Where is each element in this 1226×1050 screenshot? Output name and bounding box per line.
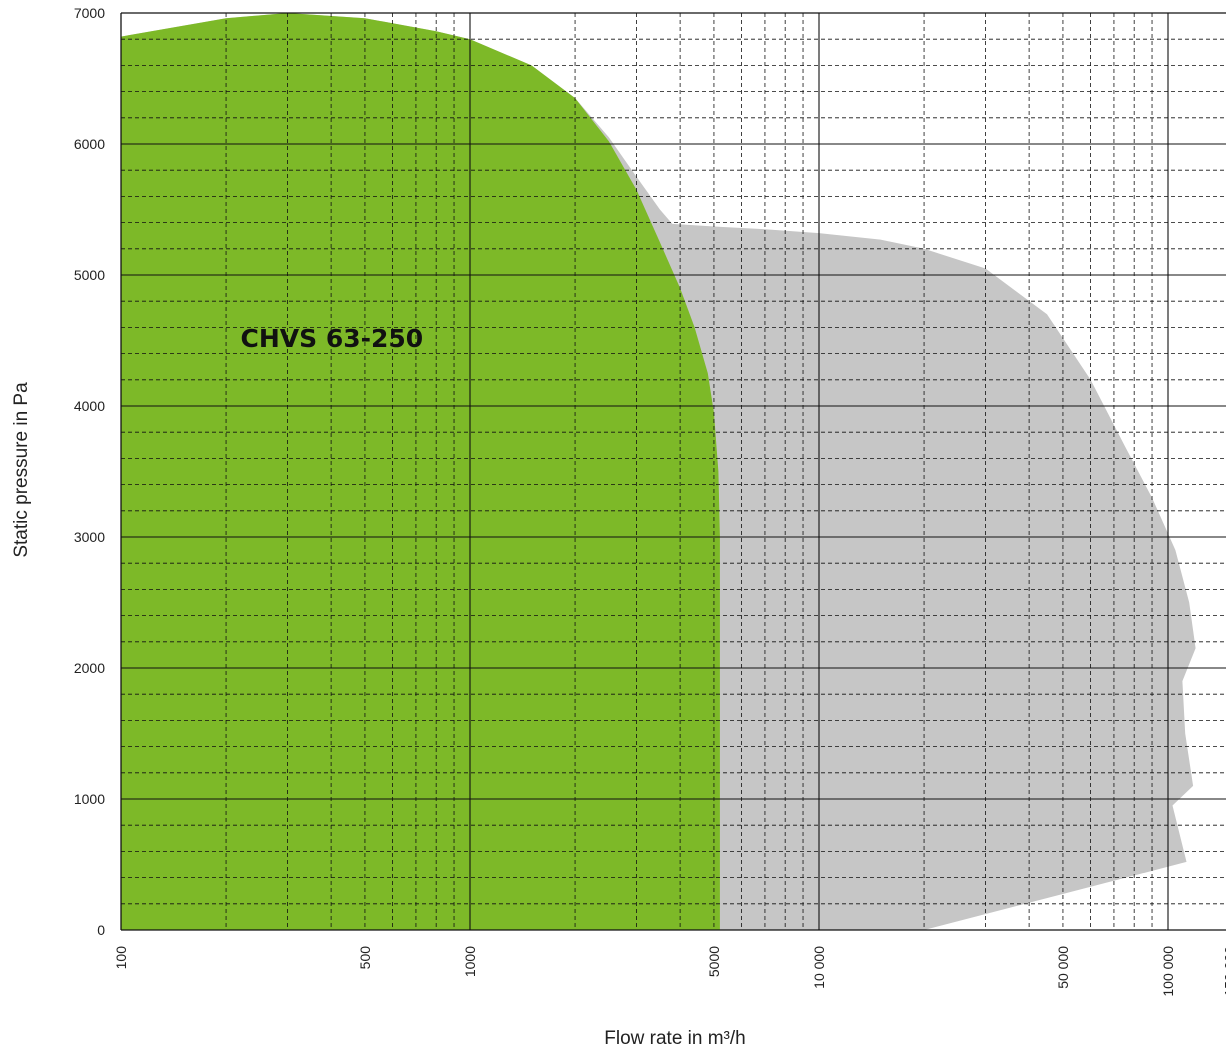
y-tick-labels: 0 1000 2000 3000 4000 5000 6000 7000 <box>74 5 105 938</box>
x-axis-title: Flow rate in m³/h <box>604 1028 745 1049</box>
y-tick-label: 6000 <box>74 136 105 152</box>
series-area-1 <box>121 13 720 930</box>
x-tick-label: 10 000 <box>811 946 827 989</box>
performance-areas <box>121 13 1196 930</box>
y-tick-label: 5000 <box>74 267 105 283</box>
annotations: CHVS 63-250 <box>241 324 424 353</box>
x-tick-label: 100 000 <box>1160 946 1176 997</box>
y-tick-label: 1000 <box>74 791 105 807</box>
x-tick-labels: 100 500 1000 5000 10 000 50 000 100 000 150 000 <box>113 946 1226 997</box>
y-tick-label: 4000 <box>74 398 105 414</box>
x-tick-label: 150 000 <box>1222 946 1226 997</box>
y-tick-label: 2000 <box>74 660 105 676</box>
x-tick-label: 50 000 <box>1055 946 1071 989</box>
x-tick-label: 100 <box>113 946 129 970</box>
chart-grid <box>120 12 1226 931</box>
x-tick-label: 500 <box>357 946 373 970</box>
y-tick-label: 0 <box>97 922 105 938</box>
x-tick-label: 1000 <box>462 946 478 977</box>
y-axis-title: Static pressure in Pa <box>11 382 32 558</box>
series-label: CHVS 63-250 <box>241 324 424 353</box>
y-tick-label: 7000 <box>74 5 105 21</box>
x-tick-label: 5000 <box>706 946 722 977</box>
y-tick-label: 3000 <box>74 529 105 545</box>
